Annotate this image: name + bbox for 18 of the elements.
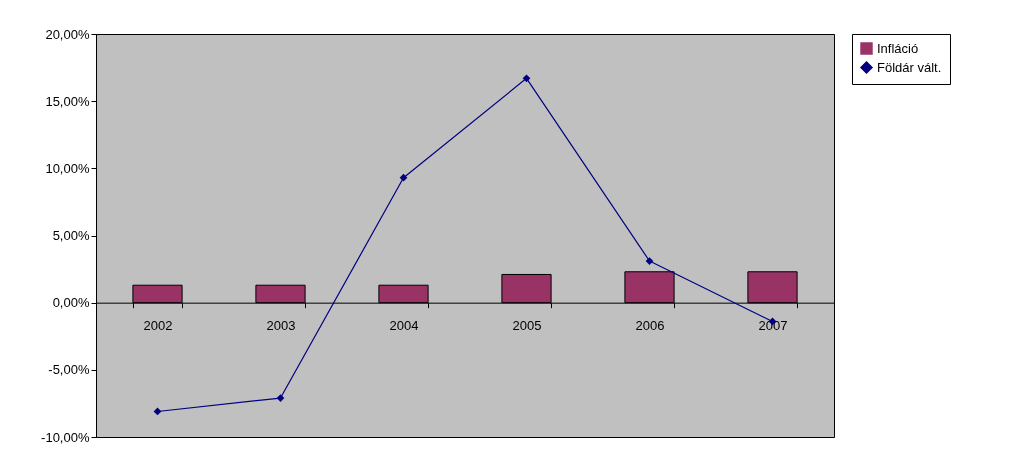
y-tick-label: 10,00% — [45, 160, 90, 176]
x-tick-label: 2004 — [389, 318, 419, 334]
y-tick-label: 0,00% — [52, 295, 90, 311]
x-tick-label: 2003 — [266, 318, 296, 334]
point — [399, 173, 408, 182]
legend-label: Infláció — [877, 40, 919, 56]
x-tick-label: 2005 — [512, 318, 542, 334]
y-tick-label: 5,00% — [52, 228, 90, 243]
legend-label: Földár vált. — [877, 59, 942, 75]
y-tick-label: -10,00% — [41, 429, 90, 445]
y-tick-label: -5,00% — [48, 362, 90, 378]
point — [522, 74, 531, 83]
x-tick-label: 2006 — [635, 318, 665, 334]
y-tick-label: 15,00% — [45, 93, 90, 109]
y-tick-label: 20,00% — [45, 26, 90, 42]
point — [276, 394, 285, 402]
x-tick-label: 2002 — [143, 318, 173, 334]
point — [645, 257, 654, 265]
